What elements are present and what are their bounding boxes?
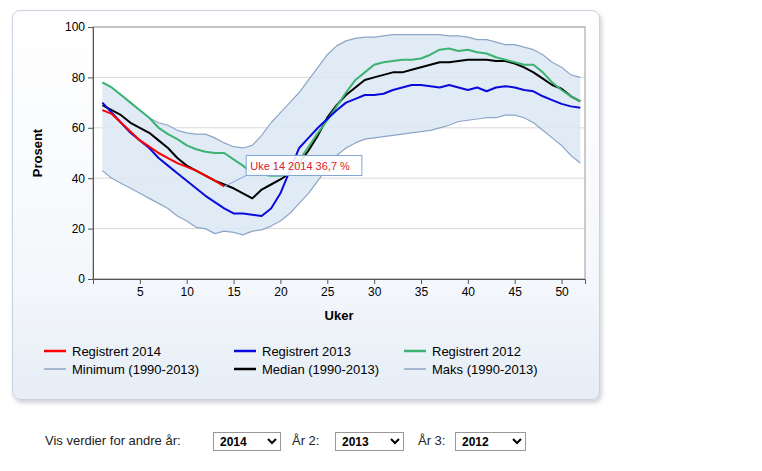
legend-item: Registrert 2012 <box>404 344 521 359</box>
control-label: År 2: <box>292 433 319 448</box>
tooltip-text: Uke 14 2014 36,7 % <box>250 160 350 172</box>
x-axis: 5 10 15 20 25 30 35 40 45 50 <box>94 279 586 299</box>
y-tick-label: 40 <box>72 172 86 186</box>
x-tick-label: 15 <box>227 285 241 299</box>
range-band <box>102 35 580 235</box>
chart: 5 10 15 20 25 30 35 40 45 50 0 20 40 60 80 100 Uker Prose… <box>0 0 762 471</box>
x-axis-title: Uker <box>325 308 354 323</box>
series-line <box>102 85 580 216</box>
y-tick-label: 100 <box>65 20 85 34</box>
grid-line <box>93 228 585 229</box>
x-tick: 50 <box>555 279 569 299</box>
x-tick: 15 <box>227 279 241 299</box>
x-tick-mark <box>515 279 516 284</box>
legend-label: Maks (1990-2013) <box>432 362 538 377</box>
y-tick-mark <box>88 229 93 230</box>
legend-item: Median (1990-2013) <box>234 362 379 377</box>
legend-item: Registrert 2013 <box>234 344 351 359</box>
year-select[interactable]: 2012 <box>455 432 526 451</box>
y-tick: 0 <box>78 272 93 286</box>
x-tick: 5 <box>137 279 144 299</box>
year-select[interactable]: 2014 <box>213 432 281 451</box>
y-tick-label: 20 <box>72 222 86 236</box>
x-axis-line <box>94 280 586 285</box>
legend-swatch <box>404 350 426 353</box>
y-tick-label: 80 <box>72 71 86 85</box>
legend-item: Maks (1990-2013) <box>404 362 538 377</box>
legend-label: Minimum (1990-2013) <box>72 362 199 377</box>
x-tick-label: 10 <box>181 285 195 299</box>
series-line <box>102 60 580 199</box>
legend-label: Registrert 2013 <box>262 344 351 359</box>
y-tick-mark <box>88 178 93 179</box>
x-tick-mark <box>234 279 235 284</box>
series-line <box>102 48 580 175</box>
y-tick: 20 <box>72 222 93 236</box>
x-tick-label: 25 <box>321 285 335 299</box>
y-tick: 40 <box>72 172 93 186</box>
y-tick-mark <box>88 27 93 28</box>
legend-item: Minimum (1990-2013) <box>44 362 199 377</box>
legend-label: Registrert 2012 <box>432 344 521 359</box>
x-tick-label: 50 <box>555 285 569 299</box>
year-select[interactable]: 2013 <box>335 432 404 451</box>
x-tick: 20 <box>274 279 288 299</box>
y-tick-mark <box>88 279 93 280</box>
y-tick-label: 60 <box>72 121 86 135</box>
legend: Registrert 2014 Registrert 2013 Registrert… <box>44 344 538 377</box>
x-tick-label: 20 <box>274 285 288 299</box>
x-tick-mark <box>140 279 141 284</box>
legend-label: Registrert 2014 <box>72 344 161 359</box>
x-tick: 45 <box>509 279 523 299</box>
x-tick: 10 <box>181 279 195 299</box>
plot-area <box>102 35 580 235</box>
x-tick: 40 <box>462 279 476 299</box>
x-tick-label: 35 <box>415 285 429 299</box>
control-label: År 3: <box>418 433 445 448</box>
series-line <box>102 35 580 148</box>
legend-swatch <box>404 368 426 370</box>
x-tick-label: 40 <box>462 285 476 299</box>
series-line <box>102 110 224 186</box>
legend-swatch <box>234 368 256 371</box>
x-tick-mark <box>187 279 188 284</box>
x-tick-mark <box>327 279 328 284</box>
grid <box>93 27 585 279</box>
legend-swatch <box>234 350 256 353</box>
y-tick: 100 <box>65 20 93 34</box>
x-tick-mark <box>468 279 469 284</box>
legend-swatch <box>44 368 66 370</box>
x-tick-mark <box>280 279 281 284</box>
y-tick-mark <box>88 128 93 129</box>
tooltip-connector <box>224 176 246 187</box>
x-tick-label: 45 <box>509 285 523 299</box>
y-tick: 60 <box>72 121 93 135</box>
legend-label: Median (1990-2013) <box>262 362 379 377</box>
plot-frame <box>93 27 585 279</box>
x-tick: 35 <box>415 279 429 299</box>
y-tick-mark <box>88 77 93 78</box>
legend-item: Registrert 2014 <box>44 344 161 359</box>
tooltip-box <box>246 156 362 176</box>
tooltip: Uke 14 2014 36,7 % <box>224 156 362 187</box>
plot-background <box>93 27 585 279</box>
x-tick-label: 30 <box>368 285 382 299</box>
x-tick-mark <box>374 279 375 284</box>
x-tick-mark <box>562 279 563 284</box>
y-axis-title: Prosent <box>30 128 45 177</box>
x-tick: 25 <box>321 279 335 299</box>
x-tick-label: 5 <box>137 285 144 299</box>
control-label: Vis verdier for andre år: <box>45 433 181 448</box>
y-axis: 0 20 40 60 80 100 <box>65 20 94 286</box>
y-tick: 80 <box>72 71 93 85</box>
x-tick-mark <box>421 279 422 284</box>
series-line <box>102 115 580 235</box>
y-tick-label: 0 <box>78 272 85 286</box>
y-axis-line <box>88 28 94 280</box>
legend-swatch <box>44 350 66 353</box>
x-tick: 30 <box>368 279 382 299</box>
